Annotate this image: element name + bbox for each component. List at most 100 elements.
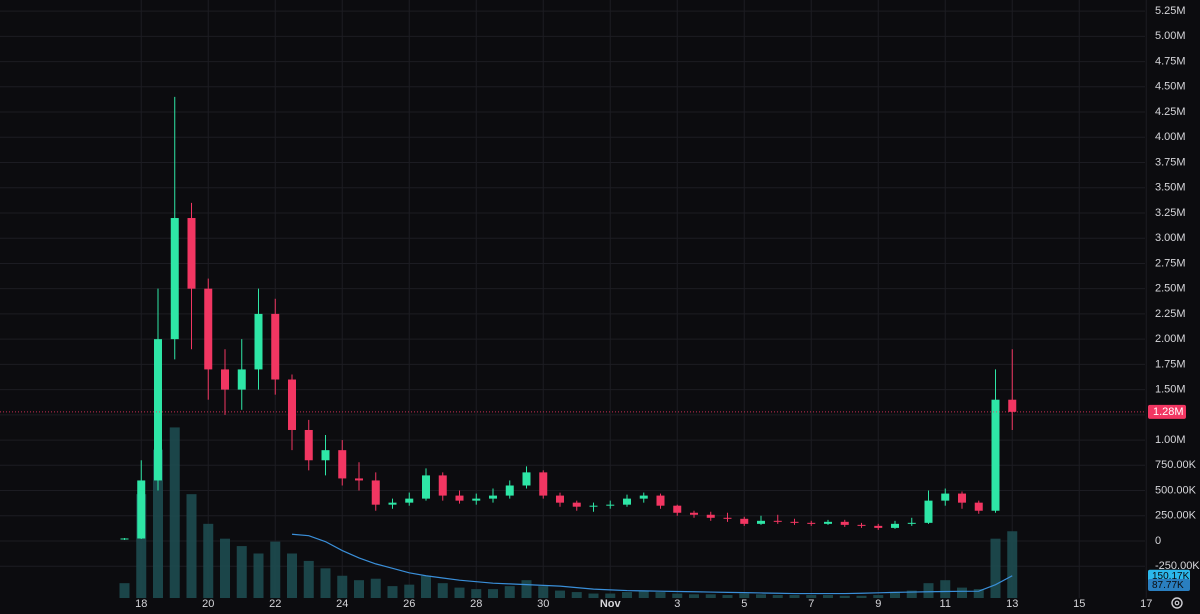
volume-bar <box>220 538 230 598</box>
y-tick-label: -250.00K <box>1155 560 1200 572</box>
y-tick-label: 3.25M <box>1155 207 1186 219</box>
candle-body <box>991 399 1000 511</box>
y-tick-label: 2.75M <box>1155 257 1186 269</box>
volume-bar <box>287 553 297 598</box>
volume-bar <box>756 594 766 598</box>
y-tick-label: 250.00K <box>1155 510 1197 522</box>
volume-bar <box>354 580 364 598</box>
candle-body <box>589 505 598 507</box>
volume-bar <box>203 523 214 598</box>
y-tick-label: 750.00K <box>1155 459 1197 471</box>
volume-bar <box>923 583 934 598</box>
candle-body <box>522 472 531 486</box>
candle-body <box>857 524 866 526</box>
volume-bar <box>253 553 264 598</box>
y-tick-label: 3.75M <box>1155 156 1186 168</box>
x-tick-label: 26 <box>403 598 415 610</box>
volume-bar <box>655 592 666 598</box>
candle-body <box>237 369 246 390</box>
y-tick-label: 3.00M <box>1155 232 1186 244</box>
volume-bar <box>739 593 750 598</box>
volume-bar <box>270 541 281 598</box>
y-tick-label: 5.00M <box>1155 30 1186 42</box>
volume-bar <box>588 593 599 598</box>
candle-body <box>840 521 849 525</box>
x-tick-label: 15 <box>1073 598 1085 610</box>
volume-bar <box>789 595 800 598</box>
volume-bar <box>186 494 197 598</box>
volume-bar <box>571 592 582 598</box>
candle-body <box>606 504 615 506</box>
x-tick-label: 20 <box>202 598 214 610</box>
volume-bar <box>538 586 549 598</box>
volume-bar <box>672 593 683 598</box>
candle-body <box>137 480 146 539</box>
x-tick-label: 24 <box>336 598 348 610</box>
candle-body <box>472 498 481 501</box>
volume-bar <box>806 595 817 598</box>
volume-bar <box>169 427 180 598</box>
candle-body <box>355 478 363 481</box>
candle-body <box>723 517 732 519</box>
settings-icon[interactable] <box>1171 597 1183 609</box>
volume-bar <box>437 583 448 598</box>
volume-bar <box>689 594 699 598</box>
candle-body <box>623 498 631 505</box>
x-tick-label: Nov <box>600 598 622 610</box>
candle-body <box>757 520 765 524</box>
volume-label: 87.77K <box>1152 580 1184 591</box>
candle-body <box>656 495 665 506</box>
volume-bar <box>387 586 398 598</box>
volume-bar <box>906 590 917 598</box>
volume-bar <box>823 595 833 598</box>
volume-bar <box>521 580 532 598</box>
volume-bar <box>153 449 163 598</box>
candle-body <box>958 493 966 503</box>
volume-bar <box>337 575 348 598</box>
x-tick-label: 11 <box>940 598 951 610</box>
volume-bar <box>454 587 465 598</box>
x-tick-label: 7 <box>808 598 814 610</box>
candle-body <box>891 523 899 528</box>
candle-body <box>874 525 883 528</box>
volume-bar <box>421 575 431 598</box>
candle-body <box>338 450 347 479</box>
y-tick-label: 2.50M <box>1155 283 1186 295</box>
x-tick-label: 3 <box>674 598 680 610</box>
volume-label: 150.17K <box>1152 571 1190 582</box>
volume-bar <box>236 546 247 598</box>
volume-bar <box>370 578 381 598</box>
x-tick-label: 17 <box>1140 598 1152 610</box>
candle-body <box>438 475 447 496</box>
y-tick-label: 3.50M <box>1155 182 1186 194</box>
candle-body <box>489 495 497 499</box>
volume-bar <box>873 595 884 598</box>
candle-body <box>907 522 916 524</box>
candle-body <box>422 475 430 499</box>
x-tick-label: 28 <box>470 598 482 610</box>
volume-bar <box>504 586 515 598</box>
volume-bar <box>404 584 415 598</box>
last-price-label: 1.28M <box>1153 406 1184 418</box>
x-tick-label: 30 <box>537 598 549 610</box>
volume-label-box <box>1148 569 1190 582</box>
y-tick-label: 2.00M <box>1155 333 1186 345</box>
volume-bar <box>488 589 498 598</box>
volume-bar <box>136 494 147 598</box>
volume-bar <box>722 595 733 598</box>
volume-bar <box>605 593 616 598</box>
candle-body <box>405 498 414 503</box>
candle-body <box>304 429 313 461</box>
candle-body <box>974 502 983 511</box>
candle-body <box>824 521 832 524</box>
candle-body <box>371 480 380 505</box>
candle-body <box>639 495 648 499</box>
candle-body <box>120 538 129 540</box>
volume-ma-line <box>291 533 1013 595</box>
volume-bar <box>990 538 1001 598</box>
candle-body <box>154 339 162 481</box>
candle-body <box>321 450 330 461</box>
y-tick-label: 4.25M <box>1155 106 1186 118</box>
